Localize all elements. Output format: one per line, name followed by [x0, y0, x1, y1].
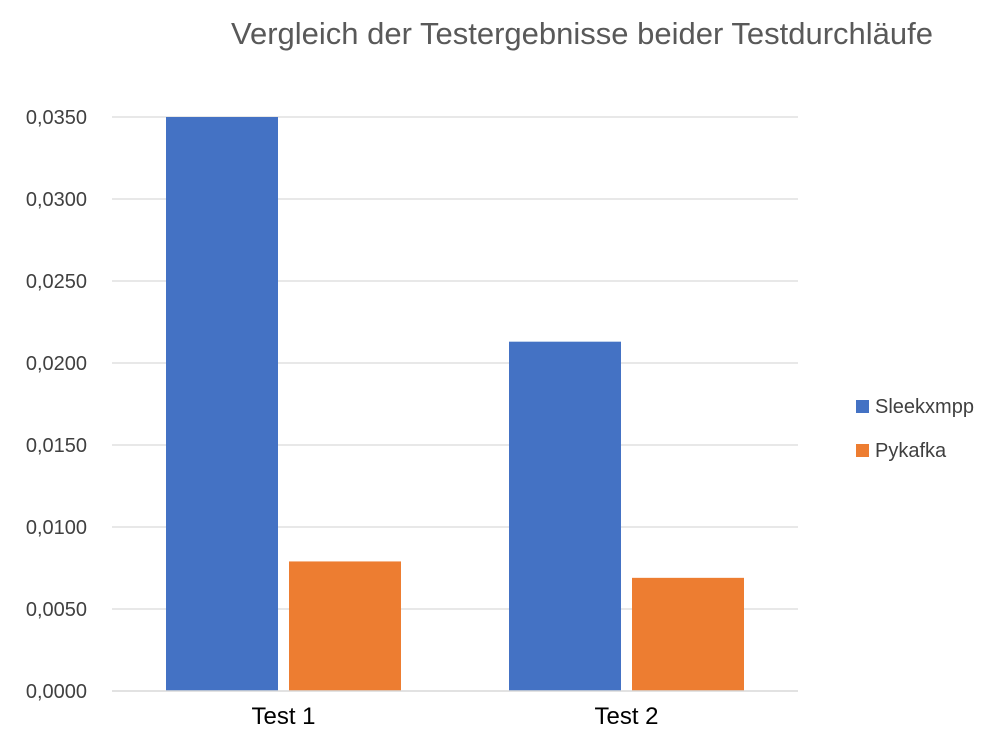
y-tick-label: 0,0350: [26, 107, 87, 129]
legend-swatch-pykafka: [856, 444, 869, 457]
chart-title: Vergleich der Testergebnisse beider Test…: [231, 16, 933, 51]
y-tick-label: 0,0200: [26, 353, 87, 375]
y-tick-label: 0,0150: [26, 435, 87, 457]
x-category-label: Test 1: [251, 703, 315, 730]
y-axis-tick-labels: 0,0000 0,0050 0,0100 0,0150 0,0200 0,0250 0,03…: [26, 107, 87, 703]
bars: [166, 117, 744, 691]
y-tick-label: 0,0050: [26, 599, 87, 621]
bar-sleekxmpp-test-2: [509, 341, 621, 691]
bar-sleekxmpp-test-1: [166, 117, 278, 691]
bar-pykafka-test-1: [289, 561, 401, 691]
bar-pykafka-test-2: [632, 577, 744, 691]
y-tick-label: 0,0000: [26, 681, 87, 703]
legend: Sleekxmpp Pykafka: [856, 396, 974, 462]
y-tick-label: 0,0250: [26, 271, 87, 293]
legend-label: Pykafka: [875, 440, 947, 462]
x-axis-category-labels: Test 1 Test 2: [251, 703, 658, 730]
y-tick-label: 0,0100: [26, 517, 87, 539]
legend-swatch-sleekxmpp: [856, 400, 869, 413]
x-category-label: Test 2: [594, 703, 658, 730]
legend-label: Sleekxmpp: [875, 396, 974, 418]
y-tick-label: 0,0300: [26, 189, 87, 211]
